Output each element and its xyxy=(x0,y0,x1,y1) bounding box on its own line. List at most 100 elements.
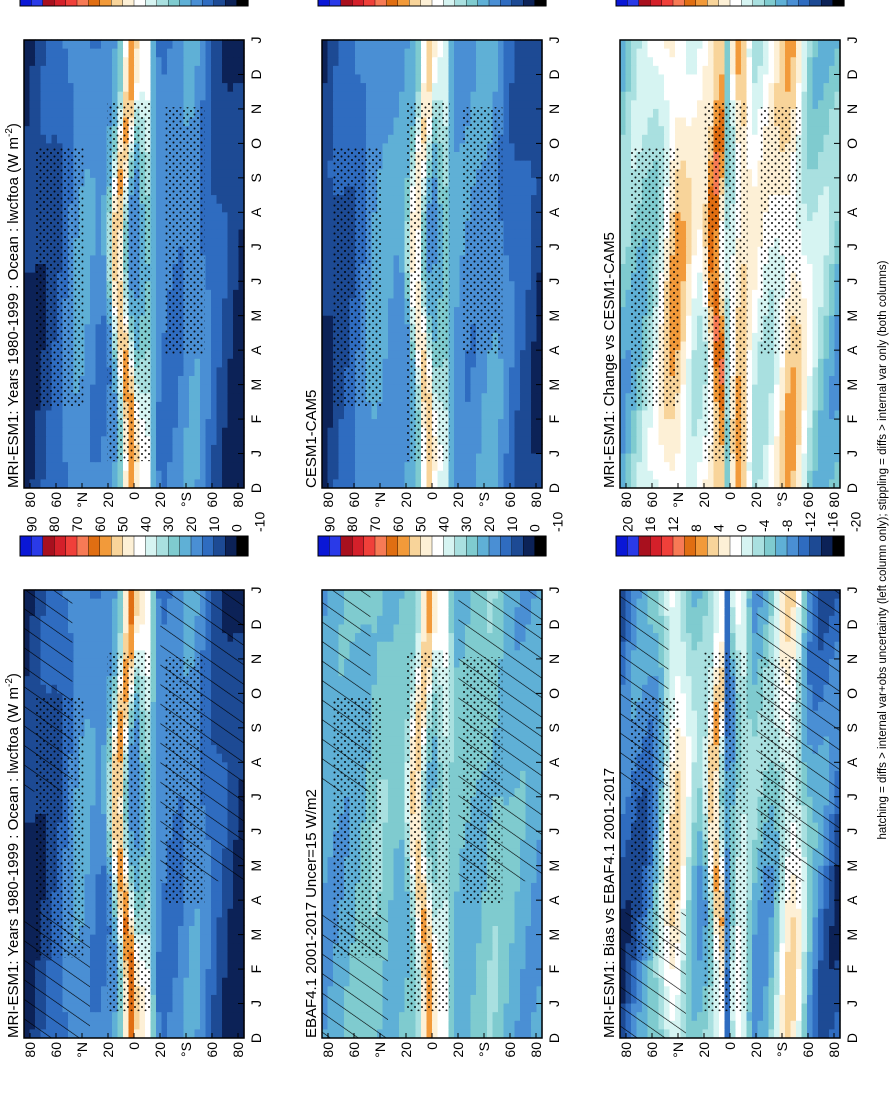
heatmap-cell xyxy=(156,890,163,901)
y-tick-label: °S xyxy=(178,1042,194,1057)
heatmap-cell xyxy=(492,977,499,987)
heatmap-cell xyxy=(29,452,36,463)
heatmap-cell xyxy=(90,108,97,118)
heatmap-cell xyxy=(117,91,124,101)
heatmap-cell xyxy=(227,228,234,239)
heatmap-cell xyxy=(57,99,64,109)
heatmap-cell xyxy=(194,39,201,49)
heatmap-cell xyxy=(123,1028,130,1038)
heatmap-cell xyxy=(205,254,212,264)
heatmap-cell xyxy=(73,452,80,463)
x-tick-label: S xyxy=(248,723,264,732)
heatmap-cell xyxy=(134,632,141,642)
heatmap-cell xyxy=(216,934,223,944)
heatmap-cell xyxy=(189,916,196,926)
heatmap-cell xyxy=(24,822,31,832)
heatmap-cell xyxy=(84,168,91,178)
heatmap-cell xyxy=(95,289,102,299)
heatmap-cell xyxy=(470,934,477,944)
heatmap-cell xyxy=(222,108,229,118)
heatmap-cell xyxy=(156,1028,163,1038)
heatmap-cell xyxy=(448,1020,455,1030)
heatmap-cell xyxy=(84,392,91,402)
heatmap-cell xyxy=(40,435,47,445)
heatmap-cell xyxy=(29,899,36,909)
heatmap-cell xyxy=(95,968,102,978)
heatmap-cell xyxy=(156,65,163,75)
heatmap-cell xyxy=(233,409,240,420)
heatmap-cell xyxy=(150,91,157,101)
colorbar-label: 30 xyxy=(160,516,176,532)
heatmap-cell xyxy=(388,1028,395,1038)
heatmap-cell xyxy=(79,444,86,454)
heatmap-cell xyxy=(172,977,179,987)
heatmap-cell xyxy=(51,99,58,109)
heatmap-cell xyxy=(498,934,505,944)
heatmap-cell xyxy=(222,185,229,196)
heatmap-cell xyxy=(95,951,102,961)
heatmap-cell xyxy=(62,108,69,118)
heatmap-cell xyxy=(150,470,157,480)
heatmap-cell xyxy=(150,641,157,651)
heatmap-cell xyxy=(29,48,36,58)
heatmap-cell xyxy=(57,427,64,437)
heatmap-cell xyxy=(167,409,174,420)
heatmap-cell xyxy=(194,942,201,952)
heatmap-cell xyxy=(200,82,207,92)
heatmap-cell xyxy=(95,444,102,454)
heatmap-cell xyxy=(211,1011,218,1021)
heatmap-cell xyxy=(172,73,179,84)
heatmap-cell xyxy=(24,796,31,806)
heatmap-cell xyxy=(145,623,152,634)
heatmap-cell xyxy=(73,623,80,634)
panel-title-sup: -2 xyxy=(4,678,15,687)
heatmap-cell xyxy=(90,994,97,1004)
heatmap-cell xyxy=(216,916,223,926)
hatching-overlay xyxy=(24,590,73,792)
heatmap-cell xyxy=(35,56,42,66)
heatmap-cell xyxy=(84,375,91,385)
heatmap-cell xyxy=(161,994,168,1004)
heatmap-cell xyxy=(51,452,58,463)
heatmap-cell xyxy=(90,598,97,608)
heatmap-cell xyxy=(51,409,58,420)
heatmap-cell xyxy=(227,985,234,995)
heatmap-cell xyxy=(101,598,108,608)
heatmap-cell xyxy=(79,606,86,616)
heatmap-cell xyxy=(233,444,240,454)
heatmap-cell xyxy=(84,727,91,737)
heatmap-cell xyxy=(84,804,91,814)
heatmap-cell xyxy=(222,384,229,394)
heatmap-cell xyxy=(222,899,229,909)
heatmap-cell xyxy=(205,375,212,385)
heatmap-cell xyxy=(520,1011,527,1021)
heatmap-cell xyxy=(216,125,223,135)
heatmap-cell xyxy=(156,272,163,282)
heatmap-cell xyxy=(156,56,163,66)
heatmap-cell xyxy=(222,1002,229,1013)
heatmap-cell xyxy=(95,615,102,625)
heatmap-cell xyxy=(161,392,168,402)
heatmap-cell xyxy=(238,951,245,961)
heatmap-cell xyxy=(327,899,334,909)
heatmap-cell xyxy=(178,1011,185,1021)
heatmap-cell xyxy=(211,375,218,385)
heatmap-cell xyxy=(95,882,102,892)
heatmap-cell xyxy=(84,211,91,221)
heatmap-cell xyxy=(68,91,75,101)
heatmap-cell xyxy=(200,942,207,952)
heatmap-cell xyxy=(393,994,400,1004)
heatmap-cell xyxy=(167,934,174,944)
heatmap-cell xyxy=(481,985,488,995)
heatmap-cell xyxy=(509,942,516,952)
heatmap-cell xyxy=(128,39,135,49)
heatmap-cell xyxy=(172,461,179,471)
heatmap-cell xyxy=(134,56,141,66)
heatmap-cell xyxy=(101,865,108,875)
heatmap-cell xyxy=(84,246,91,256)
heatmap-cell xyxy=(84,882,91,892)
heatmap-cell xyxy=(227,444,234,454)
heatmap-cell xyxy=(211,73,218,84)
heatmap-cell xyxy=(40,108,47,118)
heatmap-cell xyxy=(216,272,223,282)
